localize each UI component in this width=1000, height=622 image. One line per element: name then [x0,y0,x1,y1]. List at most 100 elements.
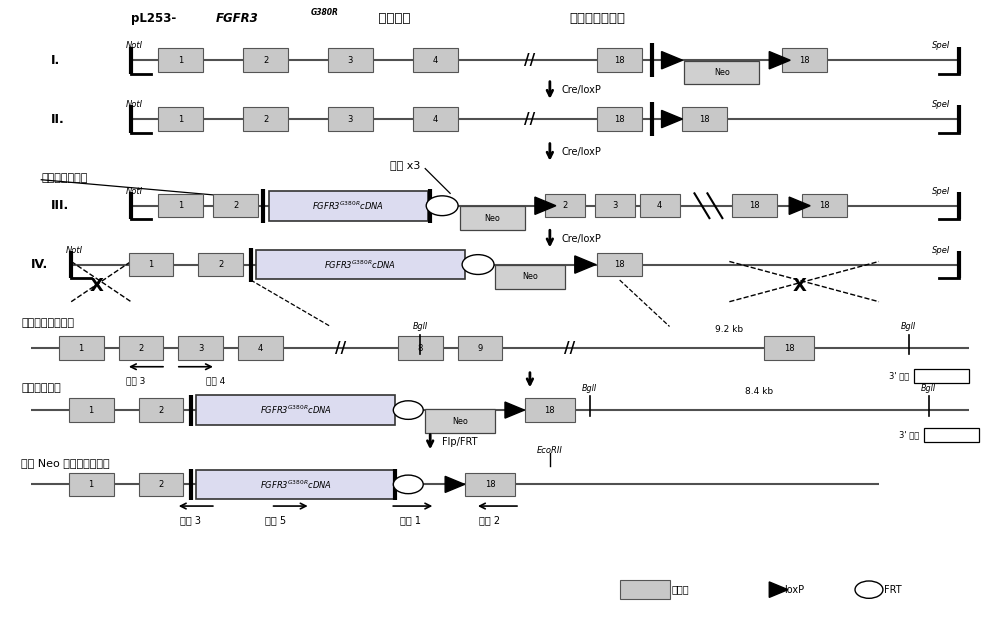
Text: 3: 3 [348,114,353,124]
Bar [178,337,223,360]
Text: 4: 4 [433,114,438,124]
Text: G380R: G380R [311,8,338,17]
Bar [196,470,395,499]
Bar [69,473,114,496]
Bar [256,249,465,279]
Text: 4: 4 [433,56,438,65]
Text: 3: 3 [348,56,353,65]
Bar [243,49,288,72]
Polygon shape [535,197,556,215]
Bar [732,194,777,218]
Bar [158,107,203,131]
Text: 2: 2 [263,114,268,124]
Bar [198,253,243,276]
Text: 18: 18 [614,260,625,269]
Text: 2: 2 [263,56,268,65]
Bar [597,107,642,131]
Bar [620,580,670,599]
Text: //: // [524,111,536,126]
Text: SpeI: SpeI [932,42,951,50]
Text: 18: 18 [545,406,555,415]
Bar [213,194,258,218]
Circle shape [855,581,883,598]
Text: Flp/FRT: Flp/FRT [442,437,478,447]
Text: 18: 18 [614,114,625,124]
Text: X: X [89,277,103,295]
Bar [196,395,395,425]
Text: NotI: NotI [66,246,83,255]
Bar [129,253,173,276]
Polygon shape [662,52,682,69]
Text: //: // [564,341,575,356]
Bar [413,49,458,72]
Text: 外显子: 外显子 [672,585,689,595]
Text: 2: 2 [233,202,238,210]
Text: 8: 8 [418,343,423,353]
Bar [413,107,458,131]
Circle shape [393,401,423,419]
Bar [597,49,642,72]
Text: 3: 3 [612,202,617,210]
Text: 3' 探针: 3' 探针 [889,371,909,381]
Text: 9.2 kb: 9.2 kb [715,325,743,334]
Text: 引物 4: 引物 4 [206,376,225,385]
Text: 1: 1 [148,260,154,269]
Bar [158,49,203,72]
Bar [243,107,288,131]
Bar [328,107,373,131]
Text: //: // [335,341,346,356]
Bar [495,265,565,289]
Bar [458,337,502,360]
Text: Cre/loxP: Cre/loxP [562,85,602,95]
Bar [465,473,515,496]
Bar [119,337,163,360]
Text: 2: 2 [158,480,164,489]
Bar [269,191,428,221]
Text: 1: 1 [89,480,94,489]
Circle shape [426,196,458,216]
Text: SpeI: SpeI [932,246,951,255]
Text: Cre/loxP: Cre/loxP [562,234,602,244]
Bar [525,398,575,422]
Bar [158,194,203,218]
Text: FRT: FRT [884,585,902,595]
Text: SpeI: SpeI [932,100,951,109]
Text: Neo: Neo [522,272,538,281]
Text: 目标等位基因: 目标等位基因 [21,383,61,393]
Text: 4: 4 [258,343,263,353]
Text: 2: 2 [138,343,144,353]
Text: IV.: IV. [31,258,49,271]
Text: 8.4 kb: 8.4 kb [745,387,773,396]
Text: BglI: BglI [901,322,916,331]
Text: 3: 3 [198,343,204,353]
Text: BglI: BglI [582,384,597,392]
Text: 引物 2: 引物 2 [479,515,501,526]
Text: 18: 18 [699,114,710,124]
Bar [139,473,183,496]
Text: 1: 1 [89,406,94,415]
Text: 2: 2 [562,202,567,210]
Text: Neo: Neo [485,213,500,223]
Text: X: X [792,277,806,295]
Text: 1: 1 [178,202,184,210]
Text: 1: 1 [178,114,184,124]
Bar [238,337,283,360]
Text: 18: 18 [784,343,795,353]
Bar [764,337,814,360]
Text: 引物 3: 引物 3 [180,515,201,526]
Text: 引物 1: 引物 1 [400,515,421,526]
Text: 小鼠起始密码子: 小鼠起始密码子 [41,173,88,183]
Bar [139,398,183,422]
Polygon shape [769,52,790,69]
Text: I.: I. [51,53,60,67]
Text: 2: 2 [218,260,223,269]
Text: NotI: NotI [126,42,143,50]
Bar [545,194,585,218]
Bar [328,49,373,72]
Text: 终止 x3: 终止 x3 [390,160,421,170]
Text: Neo: Neo [452,417,468,425]
Circle shape [462,254,494,274]
Text: 18: 18 [485,480,495,489]
Text: 4: 4 [657,202,662,210]
Text: 引物 5: 引物 5 [265,515,286,526]
